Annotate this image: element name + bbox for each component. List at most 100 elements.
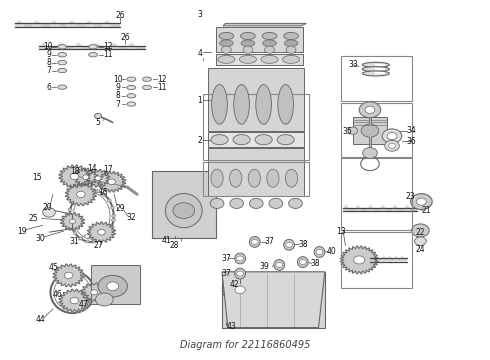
Circle shape [70, 219, 75, 224]
Circle shape [411, 194, 432, 210]
Circle shape [76, 191, 85, 198]
Polygon shape [65, 183, 97, 206]
Text: 26: 26 [115, 10, 125, 19]
Text: 18: 18 [70, 167, 79, 176]
Circle shape [70, 173, 79, 180]
Text: 9: 9 [115, 83, 120, 92]
Ellipse shape [127, 77, 136, 81]
Circle shape [70, 297, 79, 304]
Ellipse shape [261, 55, 278, 63]
Circle shape [389, 143, 395, 148]
Text: 1: 1 [197, 95, 202, 104]
Bar [203, 94, 309, 160]
Ellipse shape [89, 45, 98, 49]
Circle shape [68, 217, 72, 220]
Text: 28: 28 [169, 241, 179, 250]
Text: 7: 7 [46, 66, 51, 75]
Ellipse shape [143, 77, 151, 81]
Ellipse shape [127, 102, 136, 106]
Circle shape [85, 240, 89, 243]
Text: 26: 26 [120, 33, 130, 42]
Text: 10: 10 [113, 75, 122, 84]
Circle shape [107, 199, 111, 202]
Text: 13: 13 [336, 227, 345, 236]
Polygon shape [222, 276, 258, 303]
Circle shape [385, 140, 399, 151]
Circle shape [109, 226, 113, 229]
Circle shape [276, 262, 283, 267]
Circle shape [111, 206, 115, 209]
Ellipse shape [255, 135, 272, 145]
Text: 43: 43 [226, 323, 236, 331]
Text: 23: 23 [406, 192, 416, 201]
Text: 42: 42 [229, 280, 239, 289]
Text: 2: 2 [197, 136, 202, 145]
Circle shape [105, 233, 109, 236]
Text: 17: 17 [103, 165, 113, 174]
Circle shape [249, 198, 263, 208]
Polygon shape [98, 171, 126, 192]
Text: 37: 37 [221, 269, 231, 278]
Ellipse shape [241, 32, 255, 40]
Bar [91, 265, 140, 304]
Bar [208, 132, 304, 147]
Bar [208, 68, 304, 131]
Ellipse shape [278, 85, 294, 124]
Text: 4: 4 [197, 49, 202, 58]
Text: 31: 31 [70, 237, 79, 246]
Text: 11: 11 [103, 50, 113, 59]
Circle shape [108, 179, 116, 185]
Circle shape [235, 286, 245, 294]
Circle shape [354, 256, 365, 264]
Text: 36: 36 [407, 136, 416, 145]
Circle shape [102, 193, 106, 196]
Ellipse shape [127, 85, 136, 90]
Ellipse shape [218, 55, 235, 63]
Circle shape [95, 113, 101, 118]
Circle shape [265, 46, 274, 53]
Bar [203, 162, 309, 196]
Ellipse shape [239, 55, 257, 63]
Circle shape [70, 225, 74, 228]
Ellipse shape [284, 239, 294, 250]
Circle shape [415, 237, 426, 246]
Polygon shape [59, 289, 90, 312]
Circle shape [243, 46, 253, 53]
Text: 46: 46 [53, 289, 63, 299]
Text: 12: 12 [103, 42, 113, 51]
Circle shape [64, 272, 73, 279]
Circle shape [96, 190, 100, 193]
Text: 44: 44 [36, 315, 46, 324]
Text: 34: 34 [407, 126, 416, 135]
Polygon shape [86, 169, 110, 187]
Text: 38: 38 [311, 259, 320, 268]
Circle shape [387, 132, 397, 140]
Polygon shape [340, 246, 378, 274]
Bar [152, 171, 216, 238]
Circle shape [251, 239, 258, 244]
Text: 20: 20 [43, 202, 52, 211]
Text: 5: 5 [96, 118, 100, 127]
Ellipse shape [248, 169, 261, 187]
Ellipse shape [143, 85, 151, 90]
Text: 38: 38 [298, 240, 308, 248]
Circle shape [76, 194, 80, 197]
Text: 41: 41 [162, 235, 172, 245]
Ellipse shape [235, 268, 245, 279]
Ellipse shape [362, 67, 389, 72]
Circle shape [112, 215, 116, 217]
Ellipse shape [277, 135, 294, 145]
Ellipse shape [274, 260, 285, 270]
Text: 19: 19 [17, 227, 27, 236]
Polygon shape [87, 222, 115, 243]
Text: 32: 32 [126, 213, 136, 222]
Ellipse shape [314, 247, 325, 257]
Ellipse shape [297, 257, 308, 267]
Bar [353, 117, 387, 144]
Circle shape [89, 189, 93, 192]
Ellipse shape [262, 32, 277, 40]
Text: Diagram for 22116860495: Diagram for 22116860495 [180, 340, 310, 350]
Circle shape [71, 201, 75, 204]
Polygon shape [216, 54, 303, 65]
Text: 37: 37 [265, 238, 274, 246]
